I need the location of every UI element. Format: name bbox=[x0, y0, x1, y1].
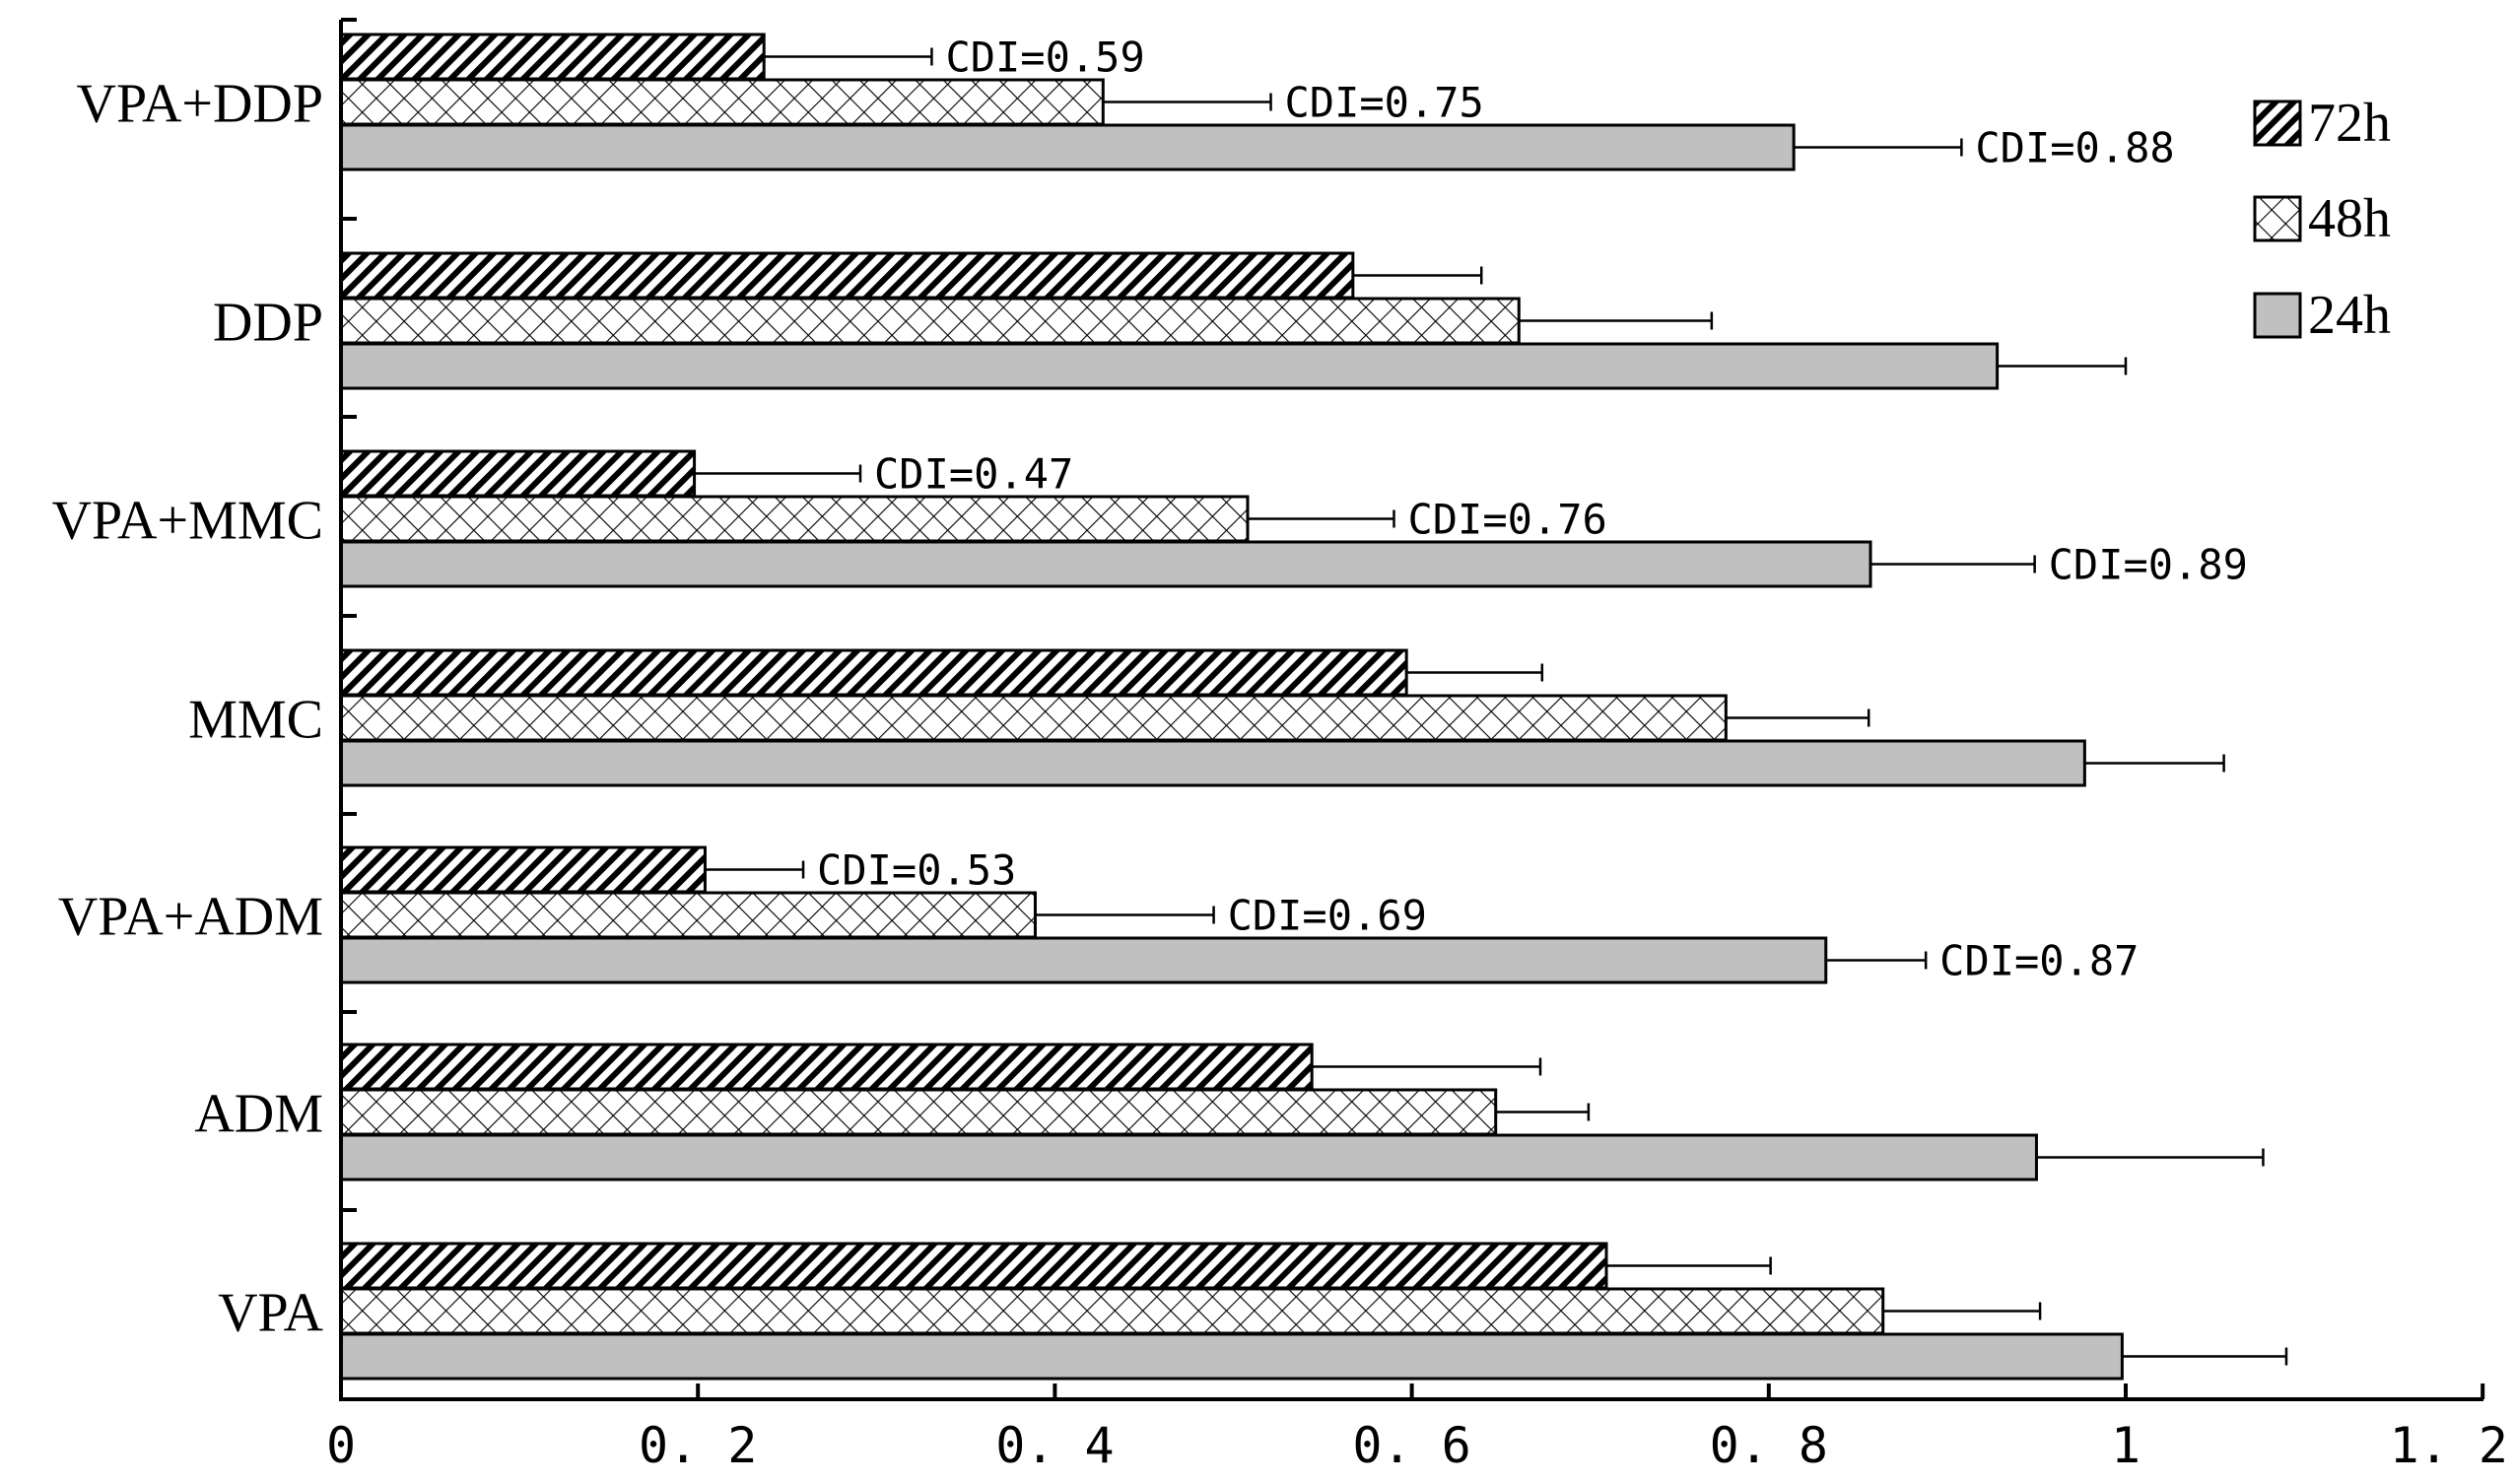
bar-vpa-mmc-48h bbox=[339, 495, 1250, 543]
category-label-mmc: MMC bbox=[188, 690, 323, 751]
cdi-label-vpa-mmc-48h: CDI=0.76 bbox=[1407, 496, 1606, 544]
cdi-label-vpa-ddp-24h: CDI=0.88 bbox=[1975, 124, 2174, 172]
legend-swatch-72h bbox=[2253, 100, 2302, 147]
category-label-adm: ADM bbox=[194, 1084, 323, 1145]
bar-vpa-adm-72h bbox=[339, 845, 707, 894]
bar-vpa-adm-48h bbox=[339, 891, 1037, 939]
bar-ddp-24h bbox=[339, 342, 2000, 390]
legend-label-72h: 72h bbox=[2308, 93, 2391, 154]
bar-vpa-mmc-72h bbox=[339, 449, 697, 498]
legend-label-48h: 48h bbox=[2308, 188, 2391, 249]
bars-layer bbox=[339, 33, 2288, 1381]
bar-vpa-24h bbox=[339, 1332, 2124, 1381]
x-tick-label-3: 0. 6 bbox=[1352, 1417, 1470, 1474]
cdi-label-vpa-adm-72h: CDI=0.53 bbox=[817, 846, 1016, 895]
cdi-label-vpa-ddp-48h: CDI=0.75 bbox=[1285, 79, 1484, 127]
cdi-label-vpa-ddp-72h: CDI=0.59 bbox=[945, 34, 1144, 82]
bar-adm-48h bbox=[339, 1088, 1498, 1136]
legend-label-24h: 24h bbox=[2308, 285, 2391, 346]
bar-adm-72h bbox=[339, 1043, 1314, 1091]
x-tick-label-0: 0 bbox=[326, 1417, 356, 1474]
legend-swatch-24h bbox=[2253, 292, 2302, 339]
bar-ddp-48h bbox=[339, 297, 1521, 345]
labels-layer: CDI=0.59 CDI=0.75 CDI=0.88 VPA+DDP DDP CDI=0.… bbox=[52, 34, 2508, 1475]
cdi-label-vpa-mmc-24h: CDI=0.89 bbox=[2049, 541, 2248, 589]
bar-mmc-48h bbox=[339, 694, 1728, 742]
x-tick-label-4: 0. 8 bbox=[1710, 1417, 1828, 1474]
x-tick-label-5: 1 bbox=[2111, 1417, 2140, 1474]
bar-vpa-ddp-48h bbox=[339, 78, 1105, 126]
category-label-vpa: VPA bbox=[218, 1283, 323, 1344]
x-tick-label-6: 1. 2 bbox=[2390, 1417, 2508, 1474]
category-label-vpa-ddp: VPA+DDP bbox=[77, 74, 324, 135]
category-label-ddp: DDP bbox=[213, 293, 323, 354]
cdi-label-vpa-adm-24h: CDI=0.87 bbox=[1939, 937, 2139, 985]
bar-adm-24h bbox=[339, 1133, 2038, 1181]
legend-swatch-48h bbox=[2253, 195, 2302, 242]
legend: 72h 48h 24h bbox=[2253, 93, 2391, 346]
category-label-vpa-mmc: VPA+MMC bbox=[52, 491, 323, 552]
x-tick-label-2: 0. 4 bbox=[995, 1417, 1114, 1474]
bar-ddp-72h bbox=[339, 251, 1355, 300]
bar-vpa-ddp-24h bbox=[339, 123, 1796, 171]
bar-mmc-72h bbox=[339, 648, 1408, 697]
cdi-label-vpa-adm-48h: CDI=0.69 bbox=[1228, 892, 1427, 940]
bar-vpa-adm-24h bbox=[339, 936, 1828, 984]
bar-vpa-mmc-24h bbox=[339, 540, 1872, 588]
category-label-vpa-adm: VPA+ADM bbox=[58, 887, 323, 948]
bar-mmc-24h bbox=[339, 739, 2086, 787]
bar-vpa-72h bbox=[339, 1242, 1608, 1290]
cdi-label-vpa-mmc-72h: CDI=0.47 bbox=[874, 450, 1073, 499]
axes-layer bbox=[339, 18, 2485, 1401]
x-tick-label-1: 0. 2 bbox=[639, 1417, 757, 1474]
bar-vpa-ddp-72h bbox=[339, 33, 766, 81]
bar-vpa-48h bbox=[339, 1287, 1885, 1335]
